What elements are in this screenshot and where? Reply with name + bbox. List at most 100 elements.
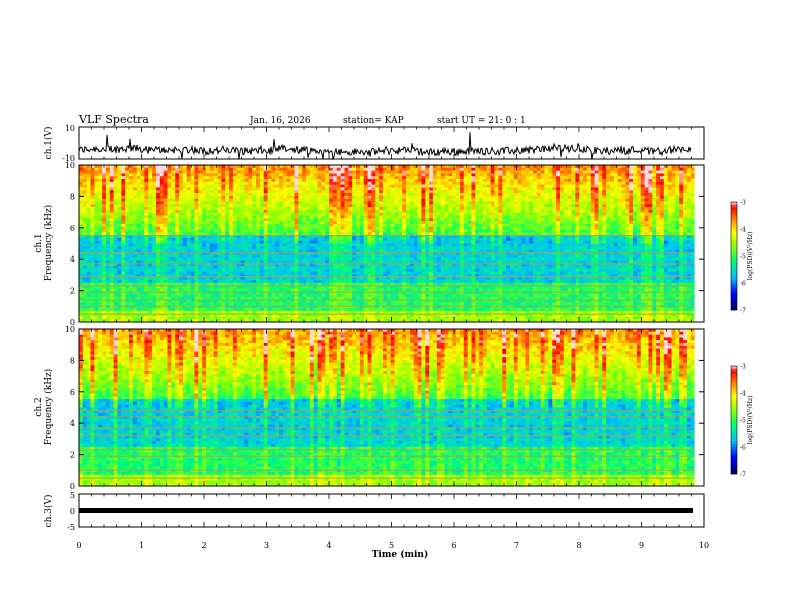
spectrogram-cell <box>217 212 222 216</box>
spectrogram-cell <box>563 249 569 253</box>
spectrogram-cell <box>556 193 561 197</box>
spectrogram-cell <box>125 251 130 256</box>
spectrogram-cell <box>548 209 553 214</box>
spectrogram-cell <box>398 235 403 239</box>
spectrogram-cell <box>494 165 499 169</box>
spectrogram-cell <box>452 201 457 205</box>
spectrogram-cell <box>240 226 245 230</box>
spectrogram-cell <box>282 187 288 191</box>
spectrogram-cell <box>644 237 649 242</box>
spectrogram-cell <box>306 235 311 239</box>
spectrogram-cell <box>517 193 522 197</box>
spectrogram-cell <box>633 209 638 214</box>
spectrogram-cell <box>286 190 292 194</box>
spectrogram-cell <box>221 198 226 202</box>
spectrogram-cell <box>232 195 238 200</box>
spectrogram-cell <box>606 246 611 250</box>
spectrogram-cell <box>352 204 357 208</box>
spectrogram-cell <box>402 237 407 242</box>
spectrogram-cell <box>506 226 511 230</box>
spectrogram-cell <box>132 243 138 247</box>
spectrogram-cell <box>221 229 226 233</box>
spectrogram-cell <box>213 173 218 177</box>
spectrogram-cell <box>259 215 265 219</box>
spectrogram-cell <box>129 249 134 253</box>
spectrogram-cell <box>636 179 642 183</box>
spectrogram-cell <box>586 209 592 214</box>
spectrogram-cell <box>367 209 372 214</box>
spectrogram-cell <box>533 235 538 239</box>
spectrogram-cell <box>459 195 465 200</box>
spectrogram-cell <box>348 212 353 216</box>
spectrogram-cell <box>686 198 692 202</box>
spectrogram-cell <box>425 181 430 186</box>
spectrogram-cell <box>363 223 368 228</box>
spectrogram-cell <box>271 212 276 216</box>
spectrogram-cell <box>190 212 195 216</box>
spectrogram-cell <box>525 190 530 194</box>
spectrogram-cell <box>306 209 311 214</box>
spectrogram-cell <box>213 193 218 197</box>
spectrogram-cell <box>232 223 238 228</box>
spectrogram-cell <box>409 229 415 233</box>
spectrogram-cell <box>105 237 111 242</box>
spectrogram-cell <box>79 251 84 256</box>
spectrogram-cell <box>175 209 180 214</box>
spectrogram-cell <box>636 212 642 216</box>
spectrogram-cell <box>586 249 592 253</box>
spectrogram-cell <box>286 167 292 171</box>
spectrogram-cell <box>494 167 499 171</box>
spectrogram-cell <box>363 207 368 211</box>
spectrogram-cell <box>425 195 430 200</box>
spectrogram-cell <box>494 212 499 216</box>
spectrogram-cell <box>152 218 157 222</box>
spectrogram-cell <box>240 190 245 194</box>
spectrogram-cell <box>663 215 669 219</box>
spectrogram-cell <box>609 170 615 174</box>
spectrogram-cell <box>121 193 126 197</box>
spectrogram-cell <box>629 195 634 200</box>
spectrogram-cell <box>113 190 118 194</box>
spectrogram-cell <box>348 215 353 219</box>
spectrogram-cell <box>144 190 149 194</box>
spectrogram-cell <box>636 223 642 228</box>
spectrogram-cell <box>529 201 534 205</box>
spectrogram-cell <box>398 223 403 228</box>
spectrogram-cell <box>286 207 292 211</box>
spectrogram-cell <box>486 181 492 186</box>
spectrogram-cell <box>244 246 249 250</box>
spectrogram-cell <box>179 240 184 244</box>
spectrogram-cell <box>559 193 565 197</box>
spectrogram-cell <box>467 207 472 211</box>
spectrogram-cell <box>190 232 195 236</box>
spectrogram-cell <box>186 176 191 180</box>
spectrogram-cell <box>606 237 611 242</box>
spectrogram-cell <box>648 195 653 200</box>
spectrogram-cell <box>498 198 503 202</box>
spectrogram-cell <box>440 184 445 188</box>
spectrogram-cell <box>425 215 430 219</box>
spectrogram-cell <box>217 195 222 200</box>
spectrogram-cell <box>656 170 661 174</box>
spectrogram-cell <box>652 212 657 216</box>
spectrogram-cell <box>509 193 515 197</box>
spectrogram-cell <box>633 198 638 202</box>
spectrogram-cell <box>598 229 603 233</box>
spectrogram-cell <box>471 187 476 191</box>
spectrogram-cell <box>148 179 153 183</box>
spectrogram-cell <box>375 179 380 183</box>
spectrogram-cell <box>155 179 161 183</box>
spectrogram-cell <box>302 246 307 250</box>
spectrogram-cell <box>690 229 696 233</box>
spectrogram-cell <box>506 237 511 242</box>
spectrogram-cell <box>586 179 592 183</box>
spectrogram-cell <box>386 218 392 222</box>
spectrogram-cell <box>129 246 134 250</box>
spectrogram-cell <box>467 190 472 194</box>
spectrogram-cell <box>267 243 272 247</box>
spectrogram-cell <box>363 240 368 244</box>
spectrogram-cell <box>105 201 111 205</box>
spectrogram-cell <box>202 198 207 202</box>
spectrogram-cell <box>344 179 349 183</box>
spectrogram-cell <box>660 246 665 250</box>
